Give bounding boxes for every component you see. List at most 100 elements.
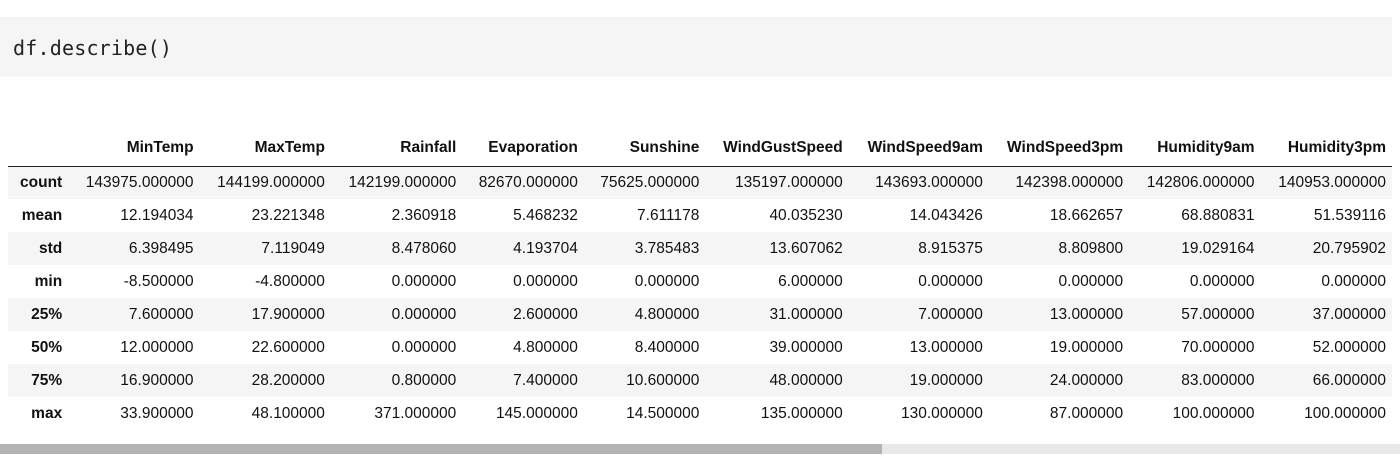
table-cell: 130.000000 [901, 404, 983, 422]
table-cell: 0.000000 [513, 272, 578, 290]
table-cell: 37.000000 [1312, 305, 1386, 323]
table-cell: 2.600000 [513, 305, 578, 323]
horizontal-scrollbar[interactable] [0, 444, 1400, 454]
describe-table: MinTemp MaxTemp Rainfall Evaporation Sun… [8, 130, 1392, 430]
table-cell: 5.468232 [513, 206, 578, 224]
table-cell: 68.880831 [1181, 206, 1255, 224]
scrollbar-thumb[interactable] [0, 444, 882, 454]
table-cell: 7.000000 [918, 305, 983, 323]
table-cell: 6.000000 [778, 272, 843, 290]
table-cell: 8.915375 [918, 239, 983, 257]
table-cell: 0.000000 [1189, 272, 1255, 290]
row-label: mean [21, 206, 63, 224]
table-cell: 22.600000 [251, 338, 325, 356]
table-cell: 48.100000 [251, 404, 325, 422]
table-row: std 6.398495 7.119049 8.478060 4.193704 3.785… [8, 232, 1392, 265]
table-cell: 100.000000 [1172, 404, 1255, 422]
table-cell: 8.400000 [634, 338, 700, 356]
table-row: 75% 16.900000 28.200000 0.800000 7.400000 10.… [8, 364, 1392, 397]
table-cell: 7.611178 [637, 206, 700, 224]
row-label: 50% [31, 338, 63, 356]
table-cell: 8.809800 [1058, 239, 1124, 257]
row-label: std [38, 239, 63, 257]
column-header: Sunshine [583, 130, 706, 167]
column-header: Humidity9am [1129, 130, 1261, 167]
table-cell: 87.000000 [1049, 404, 1124, 422]
table-row: mean 12.194034 23.221348 2.360918 5.468232 7.… [8, 199, 1392, 232]
table-cell: 83.000000 [1181, 371, 1255, 389]
column-header: Rainfall [330, 130, 463, 167]
table-cell: 7.600000 [128, 305, 194, 323]
table-cell: 39.000000 [769, 338, 843, 356]
table-cell: -4.800000 [255, 272, 325, 290]
table-cell: 12.000000 [120, 338, 194, 356]
table-cell: 75625.000000 [600, 173, 700, 191]
table-cell: 14.043426 [909, 206, 983, 224]
table-cell: 18.662657 [1049, 206, 1124, 224]
table-cell: 135.000000 [760, 404, 843, 422]
table-cell: 31.000000 [769, 305, 843, 323]
table-row: count 143975.000000 144199.000000 142199.00… [8, 166, 1392, 199]
row-label: 75% [31, 371, 63, 389]
table-cell: 7.400000 [513, 371, 578, 389]
table-cell: 0.000000 [1321, 272, 1386, 290]
table-cell: 8.478060 [391, 239, 457, 257]
table-cell: 52.000000 [1312, 338, 1386, 356]
table-cell: 70.000000 [1181, 338, 1255, 356]
table-cell: 57.000000 [1181, 305, 1255, 323]
table-cell: 66.000000 [1312, 371, 1386, 389]
table-cell: 24.000000 [1049, 371, 1124, 389]
table-cell: 28.200000 [251, 371, 325, 389]
column-header: Humidity3pm [1260, 130, 1392, 167]
table-cell: 144199.000000 [217, 173, 325, 191]
table-cell: 14.500000 [626, 404, 700, 422]
table-cell: 4.800000 [634, 305, 700, 323]
table-row: 50% 12.000000 22.600000 0.000000 4.800000 8.4… [8, 331, 1392, 364]
table-cell: 19.000000 [909, 371, 983, 389]
code-text: df.describe() [13, 36, 173, 60]
row-label: count [20, 173, 63, 191]
table-cell: 23.221348 [251, 206, 325, 224]
table-cell: 7.119049 [261, 239, 325, 257]
table-cell: 2.360918 [391, 206, 457, 224]
table-cell: 51.539116 [1313, 206, 1386, 224]
table-cell: 48.000000 [769, 371, 843, 389]
table-cell: 20.795902 [1312, 239, 1386, 257]
table-cell: 0.000000 [918, 272, 983, 290]
table-cell: 4.800000 [513, 338, 578, 356]
column-header: MinTemp [68, 130, 200, 167]
table-cell: 12.194034 [120, 206, 194, 224]
table-cell: 10.600000 [626, 371, 700, 389]
column-header: WindGustSpeed [705, 130, 849, 167]
table-cell: 82670.000000 [478, 173, 578, 191]
table-cell: 135197.000000 [734, 173, 843, 191]
table-cell: 0.000000 [391, 272, 457, 290]
table-cell: 13.000000 [1049, 305, 1124, 323]
dataframe-output: MinTemp MaxTemp Rainfall Evaporation Sun… [8, 130, 1392, 438]
table-cell: 0.000000 [634, 272, 700, 290]
code-cell-input[interactable]: df.describe() [0, 17, 1392, 77]
row-label: 25% [31, 305, 63, 323]
table-cell: 19.029164 [1181, 239, 1255, 257]
table-cell: 100.000000 [1304, 404, 1386, 422]
table-cell: 371.000000 [374, 404, 457, 422]
table-cell: 4.193704 [513, 239, 578, 257]
table-cell: 0.000000 [391, 338, 457, 356]
table-cell: 143975.000000 [85, 173, 194, 191]
table-row: 25% 7.600000 17.900000 0.000000 2.600000 4.80… [8, 298, 1392, 331]
table-cell: 142398.000000 [1015, 173, 1124, 191]
table-cell: 13.000000 [909, 338, 983, 356]
table-cell: 19.000000 [1049, 338, 1124, 356]
table-row: min -8.500000 -4.800000 0.000000 0.000000 0.0… [8, 265, 1392, 298]
table-cell: -8.500000 [123, 272, 194, 290]
table-cell: 143693.000000 [875, 173, 983, 191]
table-cell: 140953.000000 [1278, 173, 1386, 191]
table-cell: 40.035230 [769, 206, 843, 224]
table-cell: 0.000000 [1058, 272, 1124, 290]
index-header [8, 130, 69, 167]
table-cell: 0.800000 [391, 371, 457, 389]
column-header: MaxTemp [199, 130, 331, 167]
table-cell: 142806.000000 [1146, 173, 1255, 191]
column-header: WindSpeed9am [848, 130, 989, 167]
table-cell: 33.900000 [120, 404, 194, 422]
